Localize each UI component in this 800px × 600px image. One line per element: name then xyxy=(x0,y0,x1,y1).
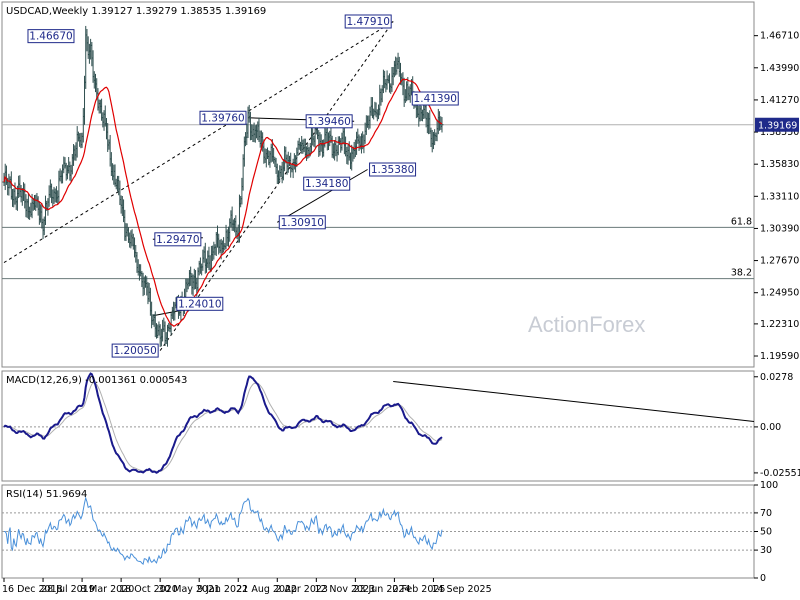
price-label-box xyxy=(303,176,351,191)
price-label: 1.34180 xyxy=(305,178,348,190)
chart-title: USDCAD,Weekly 1.39127 1.39279 1.38535 1.… xyxy=(6,6,266,17)
date-tick-label: 12 Nov 2023 xyxy=(314,584,375,595)
price-tick-label: 1.35830 xyxy=(760,159,799,170)
price-label-box xyxy=(305,114,353,129)
price-label: 1.39460 xyxy=(307,116,350,128)
price-label-box xyxy=(176,296,224,311)
date-tick-label: 21 Aug 2022 xyxy=(236,584,297,595)
price-label: 1.41390 xyxy=(414,93,457,105)
current-price-label: 1.39169 xyxy=(758,121,797,132)
date-tick-label: 18 Oct 2020 xyxy=(119,584,178,595)
macd-line xyxy=(3,372,443,474)
price-label: 1.30910 xyxy=(281,217,324,229)
price-label-box xyxy=(154,232,202,247)
price-label: 1.46670 xyxy=(29,31,72,43)
price-label-box xyxy=(344,14,392,29)
date-tick-label: 16 Dec 2018 xyxy=(2,584,63,595)
macd-header: MACD(12,26,9) -0.001361 0.000543 xyxy=(6,375,187,386)
rsi-line xyxy=(4,496,443,566)
price-pane[interactable] xyxy=(1,1,755,368)
date-tick-label: 30 May 2021 xyxy=(158,584,220,595)
date-tick-label: 23 Jun 2024 xyxy=(353,584,410,595)
price-tick-label: 1.27670 xyxy=(760,256,799,267)
price-label-box xyxy=(27,29,75,44)
rsi-tick-label: 30 xyxy=(760,545,772,556)
rsi-tick-label: 0 xyxy=(760,573,766,584)
date-tick-label: 14 Sep 2025 xyxy=(431,584,491,595)
price-label-box xyxy=(411,91,459,106)
macd-signal-line xyxy=(3,381,443,473)
price-label: 1.29470 xyxy=(156,234,199,246)
label-layer: 61.8 38.2 1.46670 1.47910 1.39760 1.39460 1.41… xyxy=(27,14,752,358)
axis-layer: 1.46710 1.43990 1.41270 1.38550 1.35830 1.331… xyxy=(2,31,800,595)
rising-trend-line xyxy=(159,21,394,351)
price-tick-label: 1.41270 xyxy=(760,95,799,106)
price-label-box xyxy=(278,215,326,230)
indicator-layer xyxy=(2,78,755,566)
price-label: 1.35380 xyxy=(371,164,414,176)
price-bar xyxy=(440,117,444,133)
moving-average-line xyxy=(3,78,443,327)
price-tick-label: 1.46710 xyxy=(760,31,799,42)
price-tick-label: 1.22310 xyxy=(760,319,799,330)
macd-pane[interactable] xyxy=(1,370,755,482)
price-label: 1.47910 xyxy=(346,16,389,28)
price-label-box xyxy=(199,110,247,125)
date-tick-label: 8 Mar 2020 xyxy=(80,584,134,595)
price-label: 1.39760 xyxy=(201,112,244,124)
price-tick-label: 1.38550 xyxy=(760,127,799,138)
rsi-header: RSI(14) 51.9694 xyxy=(6,489,87,500)
macd-trend-line xyxy=(393,380,755,422)
price-label: 1.24010 xyxy=(178,298,221,310)
date-tick-label: 2 Apr 2023 xyxy=(275,584,328,595)
date-tick-label: 9 Jan 2022 xyxy=(197,584,248,595)
macd-tick-label: 0.00 xyxy=(760,422,781,433)
price-tick-label: 1.19590 xyxy=(760,351,799,362)
price-tick-label: 1.30390 xyxy=(760,223,799,234)
price-tick-label: 1.43990 xyxy=(760,63,799,74)
date-tick-label: 28 Jul 2019 xyxy=(41,584,95,595)
date-tick-label: 2 Feb 2025 xyxy=(392,584,445,595)
macd-tick-label: 0.0278 xyxy=(760,372,793,383)
price-tick-label: 1.24950 xyxy=(760,288,799,299)
current-price-tag xyxy=(755,117,799,132)
rsi-tick-label: 50 xyxy=(760,527,772,538)
price-label: 1.20050 xyxy=(113,345,156,357)
fib-level-label: 38.2 xyxy=(731,268,752,279)
rsi-tick-label: 70 xyxy=(760,508,772,519)
price-tick-label: 1.33110 xyxy=(760,191,799,202)
range-bottom-line xyxy=(277,169,368,223)
price-label-box xyxy=(111,343,159,358)
price-label-box xyxy=(369,162,417,177)
fib-level-label: 61.8 xyxy=(731,216,752,227)
watermark: ActionForex xyxy=(528,312,645,337)
long-term-channel-line xyxy=(3,21,394,264)
rsi-tick-label: 100 xyxy=(760,480,778,491)
